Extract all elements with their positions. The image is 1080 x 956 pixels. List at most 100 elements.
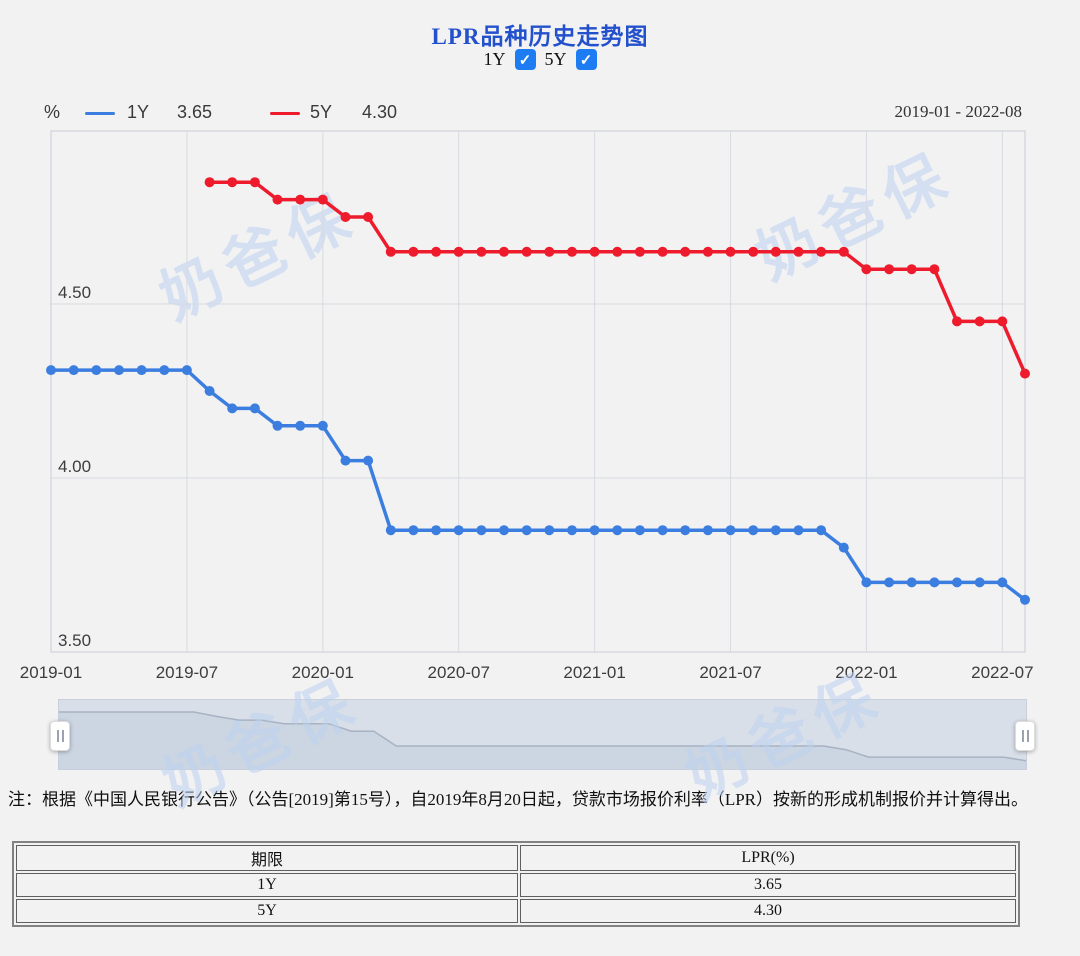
navigator-left-handle-icon[interactable]: [50, 721, 70, 751]
table-row: 5Y 4.30: [16, 899, 1016, 923]
x-axis-label: 2019-01: [20, 663, 82, 682]
data-point: [725, 525, 736, 536]
data-point: [453, 246, 464, 257]
data-point: [317, 420, 328, 431]
cell-lpr-1y: 3.65: [519, 873, 1016, 897]
x-axis-label: 2022-07: [971, 663, 1033, 682]
plot-border: [50, 130, 1026, 653]
legend-item-5y[interactable]: 5Y: [310, 102, 333, 122]
data-point: [657, 525, 668, 536]
x-axis-label: 2019-07: [156, 663, 218, 682]
legend-item-1y[interactable]: 1Y: [127, 102, 150, 122]
x-gridlines: [186, 131, 1003, 652]
data-point: [567, 246, 577, 257]
date-range-label: 2019-01 - 2022-08: [894, 102, 1022, 121]
data-point: [770, 246, 781, 257]
data-point: [929, 577, 940, 588]
x-axis-label: 2022-01: [835, 663, 897, 682]
data-point: [272, 420, 283, 431]
legend-value-5y: 4.30: [362, 102, 398, 122]
toggle-checkbox-1y[interactable]: ✓: [514, 49, 536, 70]
chart-legend: % 1Y 3.65 5Y 4.30 2019-01 - 2022-08: [0, 101, 1080, 127]
data-point: [227, 177, 238, 188]
data-point: [929, 264, 940, 275]
data-point: [861, 264, 872, 275]
table-row: 1Y 3.65: [16, 873, 1016, 897]
data-point: [634, 525, 645, 536]
legend-line-icon-5y: [270, 112, 300, 115]
lpr-trend-chart[interactable]: 2019-01 2019-07 2020-01 2020-07 2021-01 2021-…: [0, 0, 1080, 698]
data-point: [884, 264, 895, 275]
data-point: [567, 525, 577, 536]
cell-term-1y: 1Y: [16, 873, 518, 897]
x-axis-label: 2021-07: [699, 663, 761, 682]
data-point: [272, 194, 283, 205]
data-point: [317, 194, 328, 205]
data-point: [838, 246, 849, 257]
data-point: [431, 246, 442, 257]
data-point: [521, 246, 532, 257]
data-zoom-navigator[interactable]: [50, 699, 1035, 770]
data-point: [906, 577, 917, 588]
data-point: [816, 246, 827, 257]
data-point: [363, 455, 374, 466]
y-axis-label: 4.00: [58, 457, 91, 476]
data-point: [499, 525, 509, 536]
data-point: [748, 246, 759, 257]
data-point: [612, 246, 623, 257]
data-point: [295, 420, 306, 431]
data-point: [997, 577, 1008, 588]
data-point: [431, 525, 442, 536]
data-point: [544, 525, 555, 536]
navigator-right-handle-icon[interactable]: [1015, 721, 1035, 751]
data-point: [181, 365, 192, 376]
series-5Y: [204, 177, 1030, 379]
data-point: [793, 525, 804, 536]
data-point: [861, 577, 872, 588]
y-axis-label: 3.50: [58, 631, 91, 650]
data-point: [295, 194, 306, 205]
toggle-label-1y: 1Y: [483, 49, 506, 69]
y-gridlines: [51, 303, 1025, 479]
y-axis-label: 4.50: [58, 283, 91, 302]
data-point: [702, 525, 713, 536]
navigator-line: [59, 711, 1026, 762]
y-axis-unit-label: %: [44, 102, 61, 122]
data-point: [136, 365, 147, 376]
x-axis-label: 2020-01: [292, 663, 354, 682]
data-point: [906, 264, 917, 275]
toggle-label-5y: 5Y: [544, 49, 567, 69]
lpr-summary-table: 期限 LPR(%) 1Y 3.65 5Y 4.30: [12, 841, 1020, 927]
data-point: [612, 525, 623, 536]
x-axis-label: 2020-07: [428, 663, 490, 682]
legend-line-icon-1y: [85, 112, 115, 115]
data-point: [385, 246, 396, 257]
data-point: [974, 577, 985, 588]
data-point: [997, 316, 1008, 327]
data-point: [46, 365, 56, 376]
data-point: [748, 525, 759, 536]
data-point: [204, 177, 215, 188]
series-line: [49, 368, 1027, 602]
x-axis-label: 2021-01: [563, 663, 625, 682]
series-toggles: 1Y ✓ 5Y ✓: [0, 49, 1080, 70]
data-point: [544, 246, 555, 257]
navigator-area: [59, 712, 1026, 769]
data-point: [453, 525, 464, 536]
data-point: [408, 246, 419, 257]
data-point: [385, 525, 396, 536]
data-point: [1020, 368, 1030, 379]
data-point: [884, 577, 895, 588]
data-point: [476, 246, 487, 257]
col-header-term: 期限: [16, 845, 518, 871]
data-point: [249, 403, 260, 414]
series-line: [207, 180, 1027, 376]
data-point: [657, 246, 668, 257]
data-point: [363, 212, 374, 222]
data-point: [702, 246, 713, 257]
data-point: [1020, 594, 1030, 605]
data-point: [680, 246, 691, 257]
data-point: [793, 246, 804, 257]
toggle-checkbox-5y[interactable]: ✓: [575, 49, 597, 70]
